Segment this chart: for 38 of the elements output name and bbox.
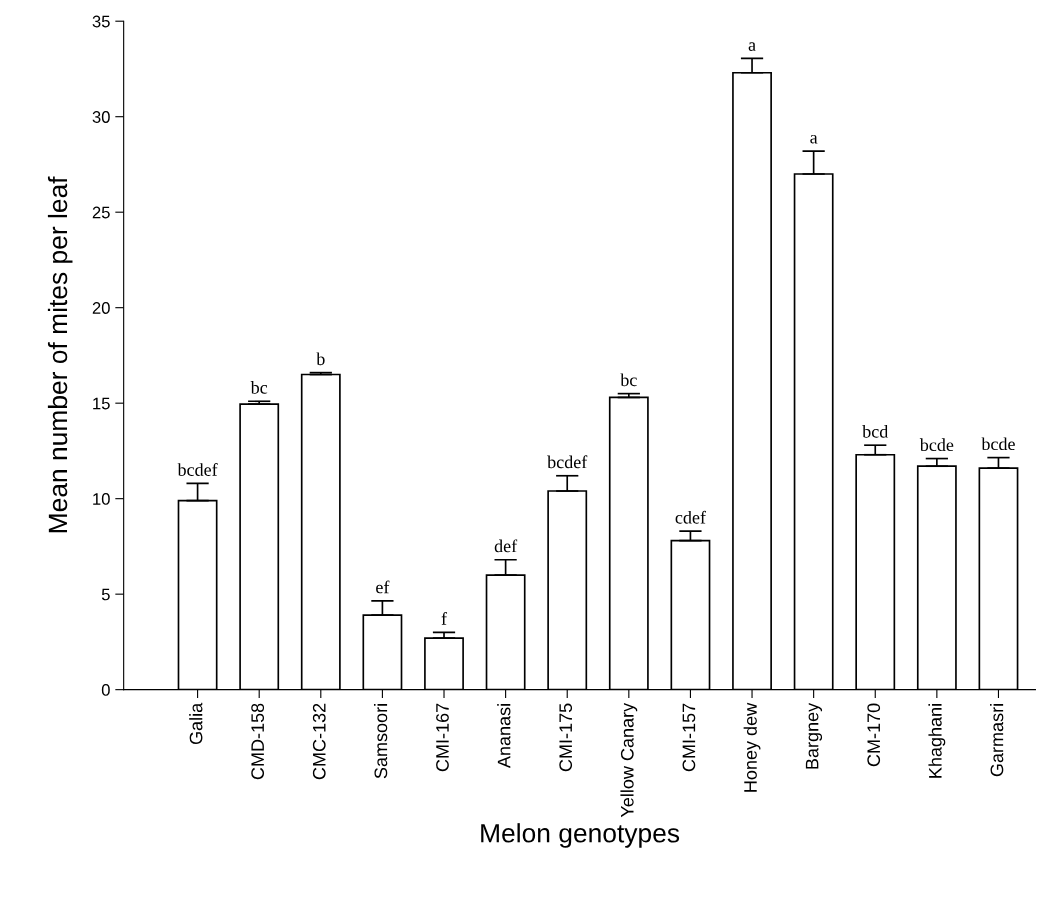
x-axis-title: Melon genotypes <box>481 823 680 848</box>
y-tick-label: 5 <box>101 588 110 601</box>
data-label: ef <box>376 580 390 594</box>
x-tick-label: Yellow Canary <box>620 702 638 818</box>
x-tick-label: CMC-132 <box>312 703 326 780</box>
data-label: cdef <box>675 510 706 524</box>
data-label: f <box>441 611 448 625</box>
data-label: bcdef <box>547 455 588 469</box>
data-label: bcde <box>919 438 954 452</box>
y-tick-label: 35 <box>92 15 110 28</box>
data-label: b <box>316 352 325 366</box>
x-tick-label: CM-170 <box>867 703 881 767</box>
x-tick-label: Khaghani <box>928 704 946 778</box>
data-label: bc <box>250 381 268 394</box>
x-tick-label: CMI-175 <box>559 703 573 772</box>
y-tick-label: 10 <box>93 493 110 505</box>
x-tick-label: Galia <box>189 702 203 745</box>
data-label: a <box>810 134 818 144</box>
data-label: a <box>748 42 756 51</box>
y-axis-title: Mean number of mites per leaf <box>47 176 73 533</box>
data-label: bcd <box>862 425 889 438</box>
data-label: def <box>494 539 518 553</box>
x-tick-label: Garmasri <box>990 704 1004 777</box>
x-tick-label: Bargney <box>805 702 823 769</box>
data-label: bcdef <box>177 463 218 476</box>
y-tick-label: 25 <box>92 206 110 219</box>
y-tick-label: 0 <box>101 684 110 696</box>
x-tick-label: Honey dew <box>743 702 761 792</box>
x-tick-label: CMD-158 <box>251 703 265 780</box>
data-label: bc <box>620 373 637 387</box>
x-tick-label: CMI-167 <box>436 703 449 772</box>
y-tick-label: 15 <box>93 397 110 410</box>
x-tick-label: Samsoori <box>373 704 388 779</box>
y-tick-label: 20 <box>92 302 110 314</box>
x-tick-label: CMI-157 <box>682 703 696 772</box>
data-label: bcde <box>981 437 1015 451</box>
y-tick-label: 30 <box>92 111 110 123</box>
x-tick-label: Ananasi <box>497 704 511 769</box>
